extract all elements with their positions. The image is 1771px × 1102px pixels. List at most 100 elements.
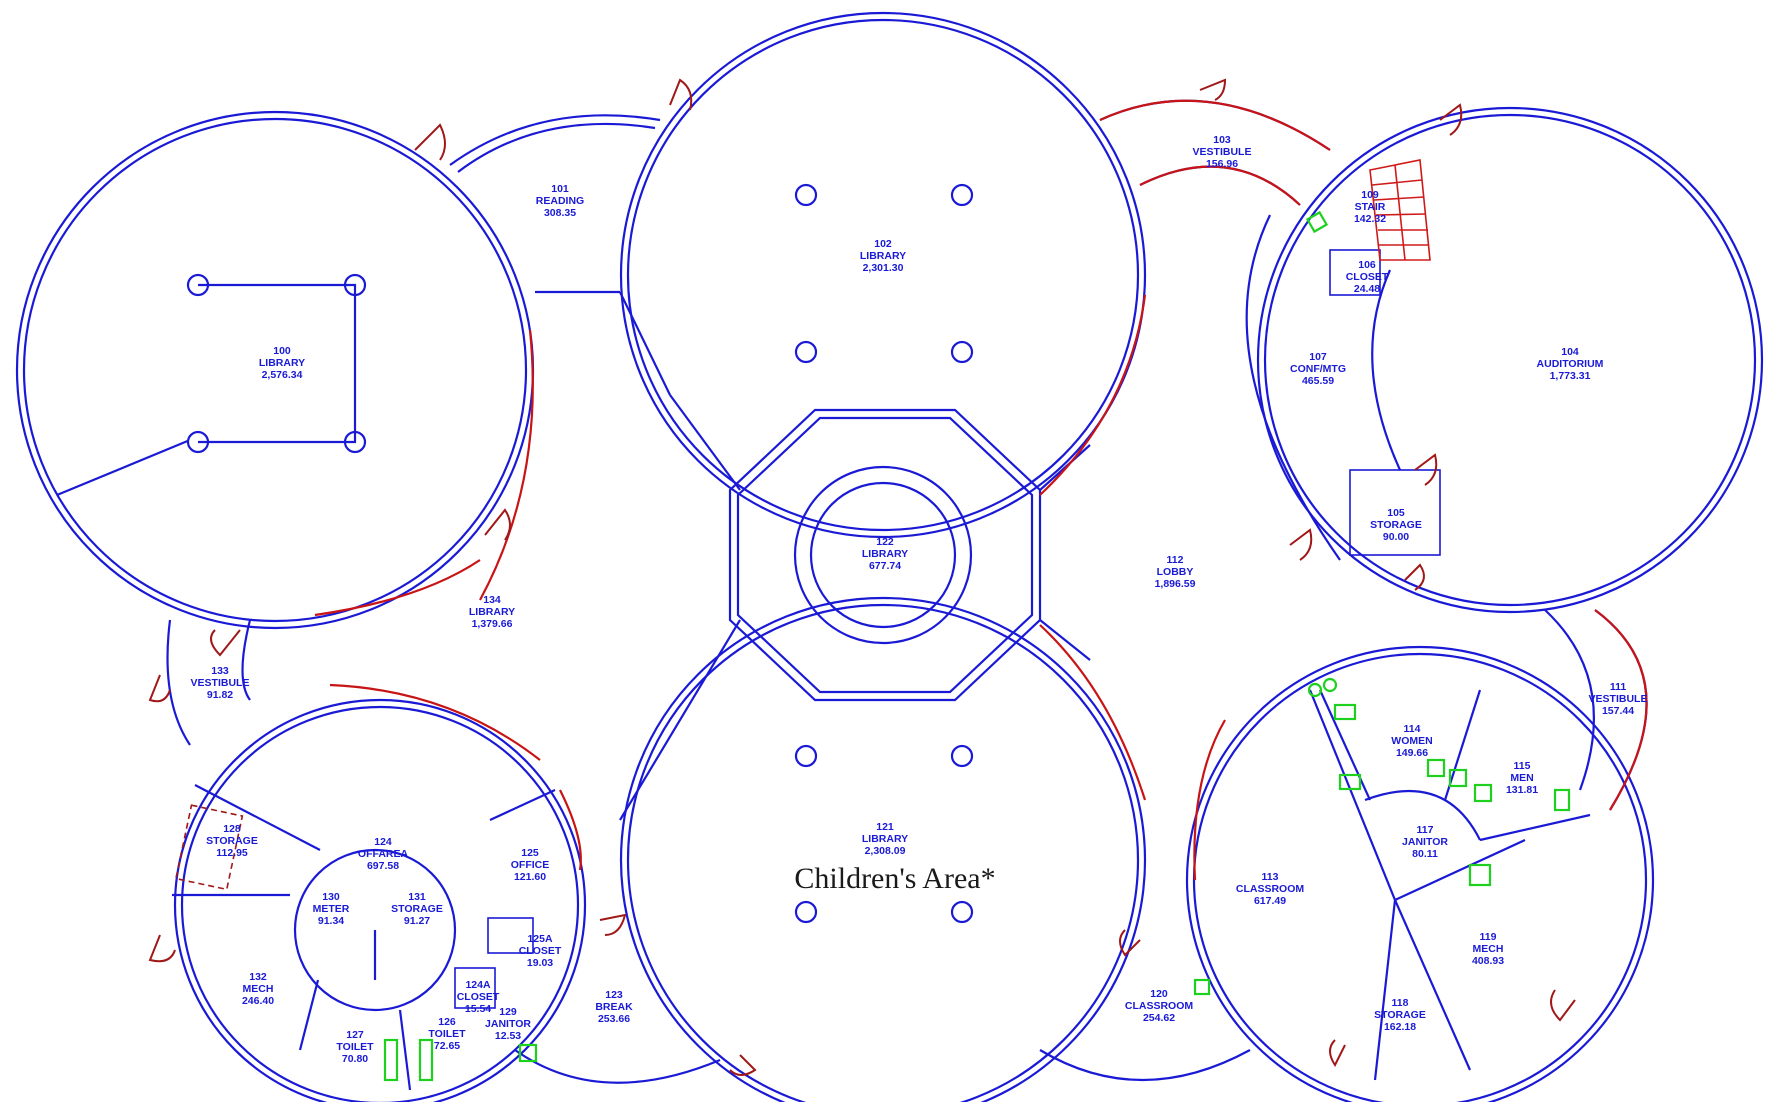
- room-117-label: 117 JANITOR 80.11: [1402, 824, 1448, 860]
- svg-text:104: 104: [1561, 346, 1579, 358]
- svg-text:308.35: 308.35: [544, 207, 576, 219]
- svg-text:253.66: 253.66: [598, 1013, 630, 1025]
- svg-text:120: 120: [1150, 988, 1168, 1000]
- svg-text:OFFAREA: OFFAREA: [358, 848, 409, 860]
- svg-text:72.65: 72.65: [434, 1040, 460, 1052]
- svg-text:115: 115: [1514, 760, 1531, 772]
- svg-text:91.82: 91.82: [207, 689, 233, 701]
- svg-text:125A: 125A: [527, 933, 553, 945]
- svg-text:STORAGE: STORAGE: [1370, 519, 1422, 531]
- svg-text:STAIR: STAIR: [1355, 201, 1386, 213]
- svg-text:100: 100: [273, 345, 291, 357]
- svg-text:103: 103: [1213, 134, 1231, 146]
- svg-text:1,896.59: 1,896.59: [1155, 578, 1196, 590]
- svg-text:157.44: 157.44: [1602, 705, 1634, 717]
- room-134-label: 134 LIBRARY 1,379.66: [469, 594, 515, 630]
- svg-text:119: 119: [1480, 931, 1497, 943]
- svg-text:617.49: 617.49: [1254, 895, 1286, 907]
- svg-text:LIBRARY: LIBRARY: [469, 606, 515, 618]
- windows: [314, 99, 1648, 881]
- svg-text:111: 111: [1610, 681, 1627, 693]
- fixtures: [383, 210, 1571, 1082]
- room-128-label: 128 STORAGE 112.95: [206, 823, 258, 859]
- svg-text:113: 113: [1262, 871, 1279, 883]
- svg-text:LOBBY: LOBBY: [1157, 566, 1194, 578]
- room-104-label: 104 AUDITORIUM 1,773.31: [1537, 346, 1604, 382]
- svg-text:WOMEN: WOMEN: [1391, 735, 1432, 747]
- svg-text:24.48: 24.48: [1354, 283, 1380, 295]
- svg-text:408.93: 408.93: [1472, 955, 1504, 967]
- room-127-label: 127 TOILET 70.80: [336, 1029, 374, 1065]
- svg-text:142.32: 142.32: [1354, 213, 1386, 225]
- svg-text:LIBRARY: LIBRARY: [259, 357, 305, 369]
- svg-text:101: 101: [551, 183, 569, 195]
- room-125a-label: 125A CLOSET 19.03: [519, 933, 562, 969]
- room-119-label: 119 MECH 408.93: [1472, 931, 1504, 967]
- svg-text:2,301.30: 2,301.30: [863, 262, 904, 274]
- room-114-label: 114 WOMEN 149.66: [1391, 723, 1432, 759]
- svg-text:READING: READING: [536, 195, 584, 207]
- svg-text:124: 124: [374, 836, 392, 848]
- room-107-label: 107 CONF/MTG 465.59: [1290, 351, 1346, 387]
- svg-text:122: 122: [876, 536, 894, 548]
- svg-text:STORAGE: STORAGE: [391, 903, 443, 915]
- svg-text:126: 126: [438, 1016, 456, 1028]
- svg-text:70.80: 70.80: [342, 1053, 368, 1065]
- svg-text:254.62: 254.62: [1143, 1012, 1175, 1024]
- svg-text:2,576.34: 2,576.34: [262, 369, 303, 381]
- svg-text:117: 117: [1417, 824, 1434, 836]
- svg-text:131.81: 131.81: [1506, 784, 1538, 796]
- svg-text:131: 131: [408, 891, 426, 903]
- svg-text:121: 121: [876, 821, 894, 833]
- svg-text:133: 133: [211, 665, 229, 677]
- room-102-label: 102 LIBRARY 2,301.30: [860, 238, 906, 274]
- svg-text:91.34: 91.34: [318, 915, 344, 927]
- svg-text:123: 123: [605, 989, 623, 1001]
- svg-text:CONF/MTG: CONF/MTG: [1290, 363, 1346, 375]
- childrens-area-annotation: Children's Area*: [794, 862, 995, 895]
- room-120-label: 120 CLASSROOM 254.62: [1125, 988, 1194, 1024]
- room-106-label: 106 CLOSET 24.48: [1346, 259, 1389, 295]
- svg-text:109: 109: [1361, 189, 1379, 201]
- room-123-label: 123 BREAK 253.66: [595, 989, 633, 1025]
- svg-text:105: 105: [1387, 507, 1405, 519]
- room-124a-label: 124A CLOSET 15.54: [457, 979, 500, 1015]
- svg-text:697.58: 697.58: [367, 860, 399, 872]
- room-115-label: 115 MEN 131.81: [1506, 760, 1538, 796]
- room-131-label: 131 STORAGE 91.27: [391, 891, 443, 927]
- room-109-label: 109 STAIR 142.32: [1354, 189, 1386, 225]
- room-118-label: 118 STORAGE 162.18: [1374, 997, 1426, 1033]
- svg-text:OFFICE: OFFICE: [511, 859, 550, 871]
- svg-text:CLASSROOM: CLASSROOM: [1125, 1000, 1194, 1012]
- svg-text:CLOSET: CLOSET: [1346, 271, 1389, 283]
- svg-text:STORAGE: STORAGE: [1374, 1009, 1426, 1021]
- stair: [1369, 159, 1431, 261]
- svg-text:CLOSET: CLOSET: [457, 991, 500, 1003]
- room-129-label: 129 JANITOR 12.53: [485, 1006, 531, 1042]
- columns: [186, 183, 974, 924]
- svg-text:118: 118: [1392, 997, 1409, 1009]
- svg-text:149.66: 149.66: [1396, 747, 1428, 759]
- svg-text:JANITOR: JANITOR: [1402, 836, 1448, 848]
- room-100-label: 100 LIBRARY 2,576.34: [259, 345, 305, 381]
- svg-text:15.54: 15.54: [465, 1003, 491, 1015]
- room-122-label: 122 LIBRARY 677.74: [862, 536, 908, 572]
- room-113-label: 113 CLASSROOM 617.49: [1236, 871, 1305, 907]
- doors: [148, 78, 1576, 1076]
- room-121-label: 121 LIBRARY 2,308.09: [862, 821, 908, 857]
- svg-text:677.74: 677.74: [869, 560, 901, 572]
- svg-text:STORAGE: STORAGE: [206, 835, 258, 847]
- svg-text:1,773.31: 1,773.31: [1550, 370, 1591, 382]
- svg-text:130: 130: [322, 891, 340, 903]
- svg-text:465.59: 465.59: [1302, 375, 1334, 387]
- svg-text:132: 132: [249, 971, 267, 983]
- svg-text:MECH: MECH: [243, 983, 274, 995]
- svg-text:129: 129: [499, 1006, 517, 1018]
- room-103-label: 103 VESTIBULE 156.96: [1193, 134, 1252, 170]
- svg-text:VESTIBULE: VESTIBULE: [1193, 146, 1252, 158]
- svg-text:114: 114: [1404, 723, 1421, 735]
- svg-text:MEN: MEN: [1510, 772, 1533, 784]
- svg-text:TOILET: TOILET: [428, 1028, 466, 1040]
- room-132-label: 132 MECH 246.40: [242, 971, 274, 1007]
